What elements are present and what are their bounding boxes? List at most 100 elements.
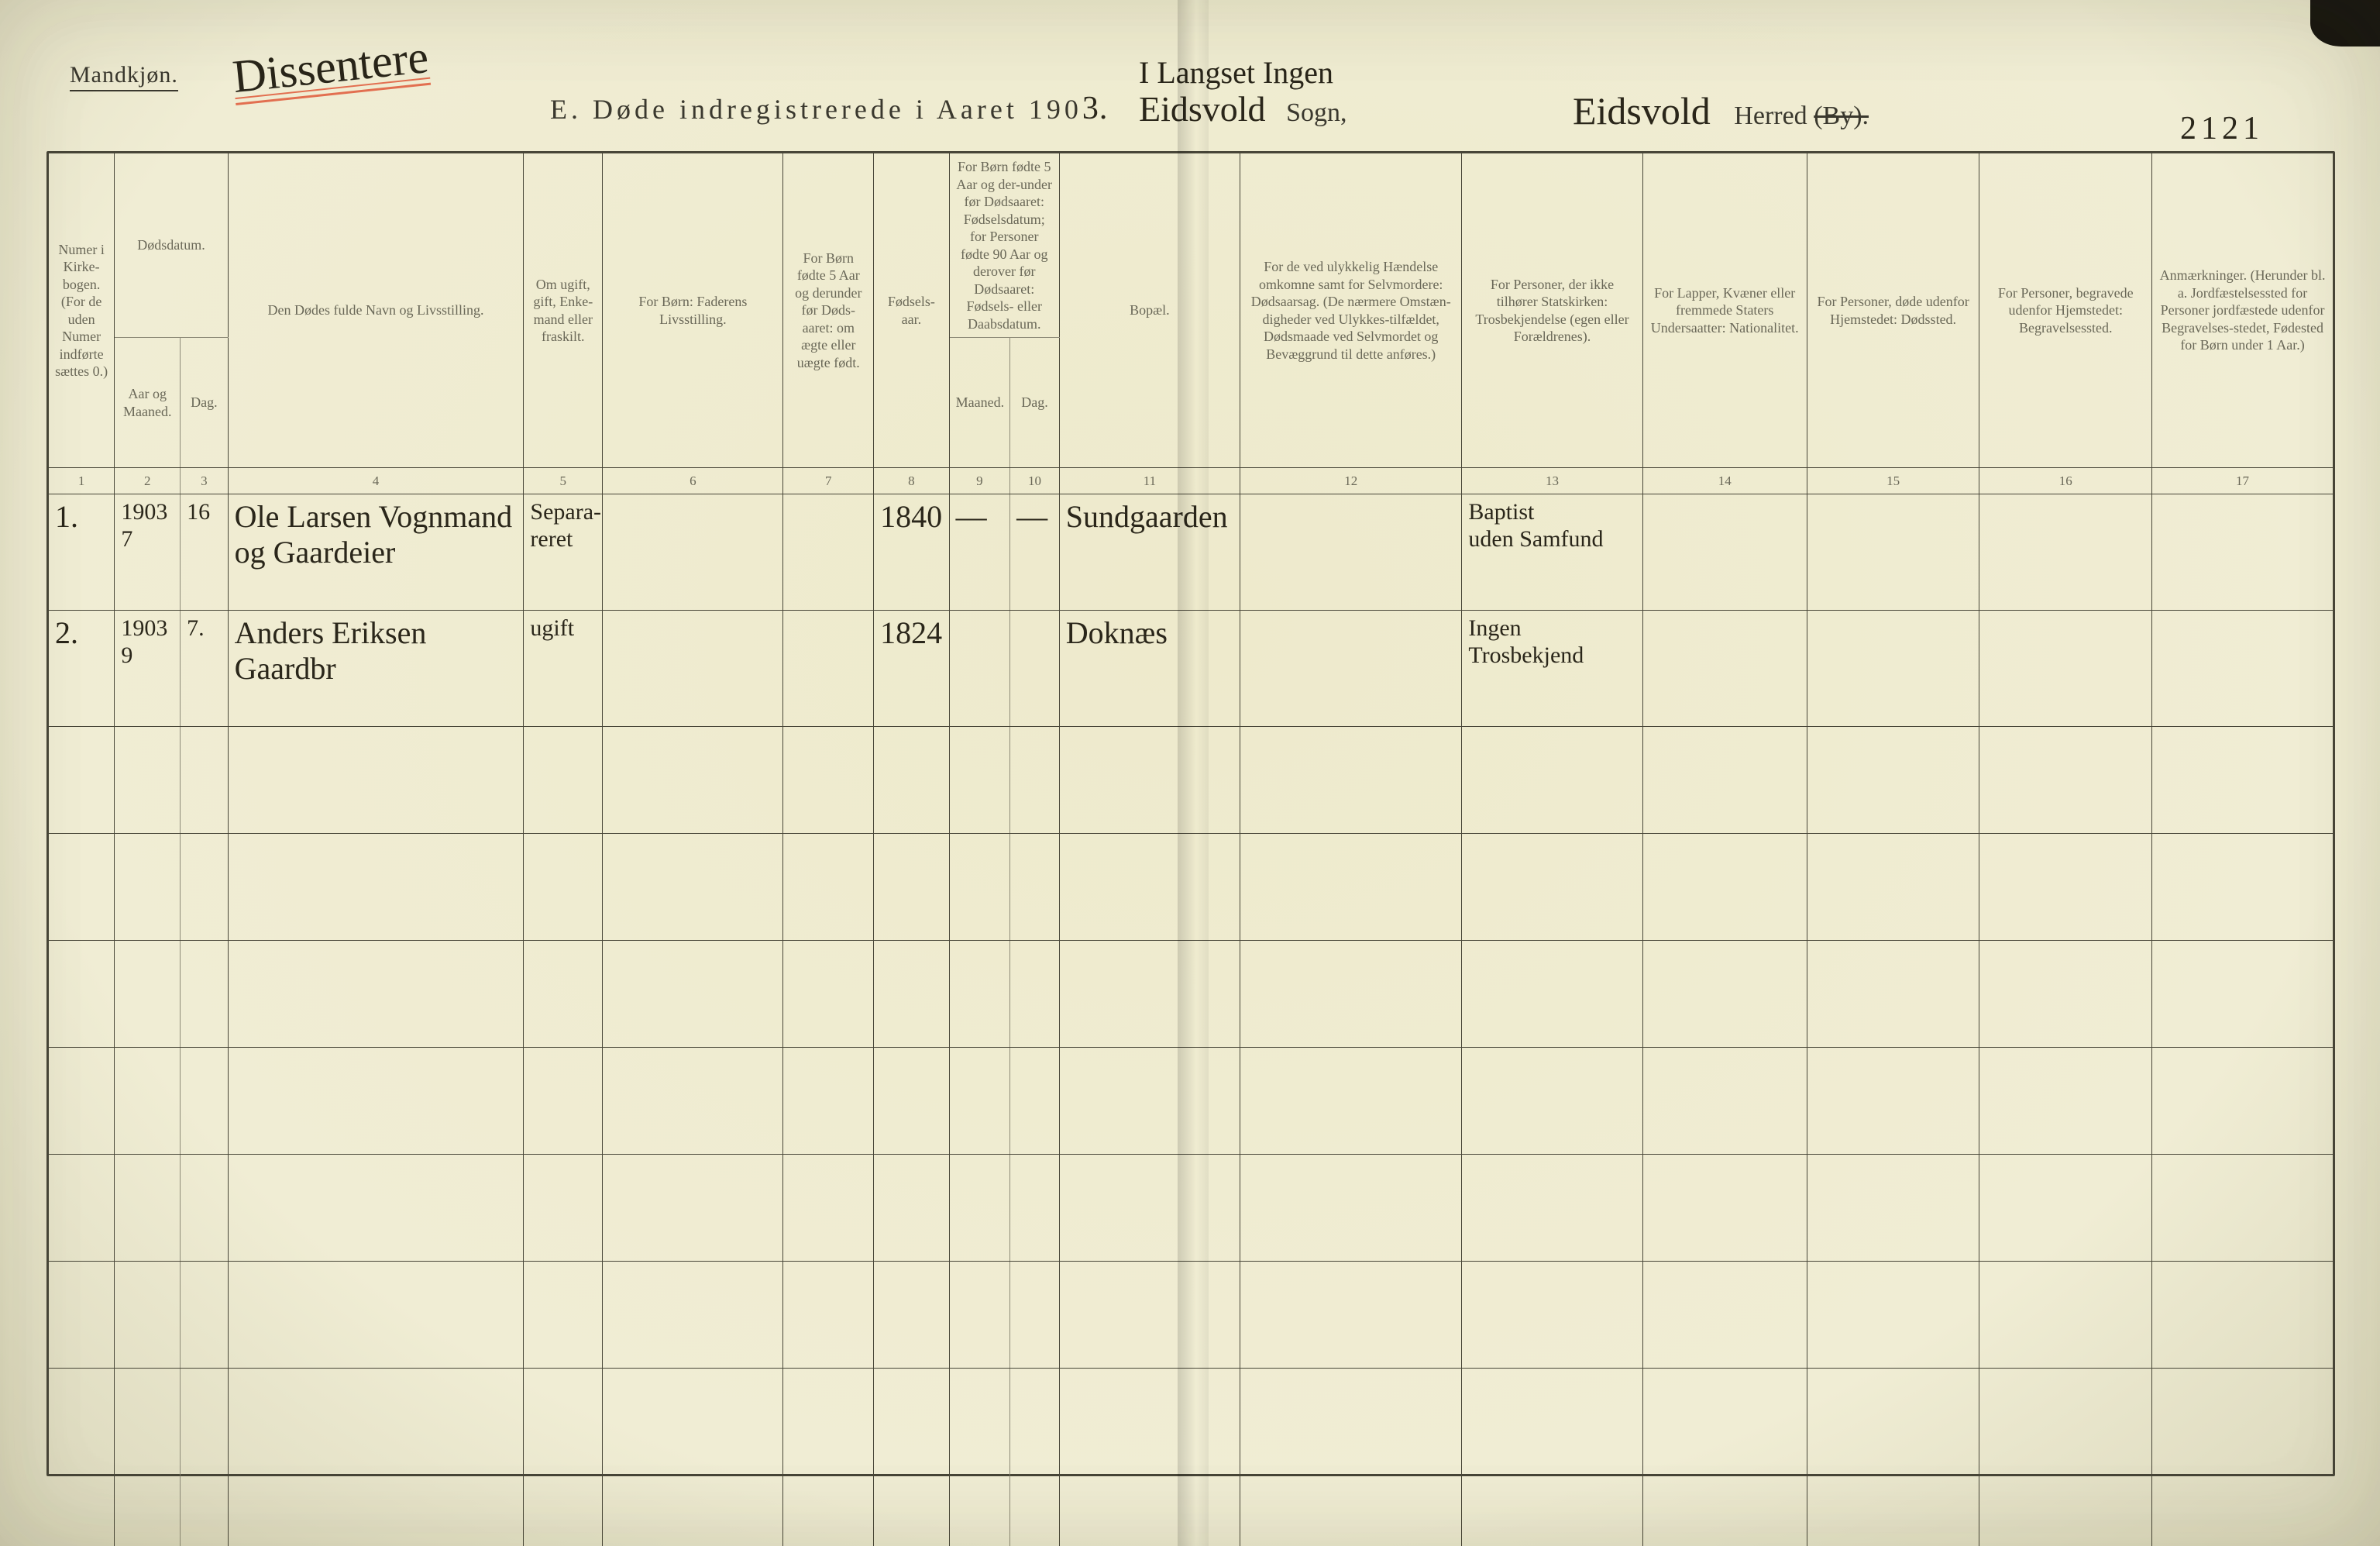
empty-cell: [1807, 1475, 1979, 1546]
empty-cell: [783, 834, 874, 941]
colnum-5: 5: [524, 468, 603, 494]
colnum-7: 7: [783, 468, 874, 494]
empty-cell: [2152, 1155, 2333, 1262]
empty-cell: [524, 1369, 603, 1475]
cell-num: 2.: [49, 611, 115, 727]
empty-cell: [1059, 1369, 1240, 1475]
by-struck: (By).: [1814, 102, 1869, 130]
colnum-4: 4: [228, 468, 524, 494]
cell-cause: [1240, 611, 1462, 727]
empty-cell: [524, 1262, 603, 1369]
empty-cell: [1807, 1048, 1979, 1155]
empty-cell: [1010, 1155, 1060, 1262]
cell-b_month: [949, 611, 1009, 727]
empty-cell: [1807, 1262, 1979, 1369]
empty-cell: [1059, 1262, 1240, 1369]
h-col14: For Lapper, Kvæner eller fremmede Stater…: [1642, 153, 1807, 468]
table-row: [49, 1369, 2333, 1475]
empty-cell: [1462, 1369, 1642, 1475]
empty-cell: [115, 1475, 181, 1546]
empty-cell: [1979, 941, 2152, 1048]
empty-cell: [228, 941, 524, 1048]
cell-legit: [783, 494, 874, 611]
h-col12: For de ved ulykkelig Hændelse omkomne sa…: [1240, 153, 1462, 468]
handwritten-value: 1903 9: [121, 615, 167, 668]
empty-cell: [1642, 1369, 1807, 1475]
ledger-frame: Numer i Kirke-bogen. (For de uden Numer …: [46, 151, 2335, 1476]
dissenter-annotation: Dissentere: [230, 30, 431, 104]
cell-faith: Baptist uden Samfund: [1462, 494, 1642, 611]
empty-cell: [115, 1155, 181, 1262]
empty-cell: [2152, 1475, 2333, 1546]
empty-cell: [603, 1369, 783, 1475]
empty-cell: [115, 1262, 181, 1369]
empty-cell: [181, 727, 229, 834]
cell-b_month: —: [949, 494, 1009, 611]
empty-cell: [1059, 1155, 1240, 1262]
empty-cell: [1010, 1475, 1060, 1546]
empty-cell: [1010, 941, 1060, 1048]
empty-cell: [228, 1369, 524, 1475]
cell-num: 1.: [49, 494, 115, 611]
colnum-12: 12: [1240, 468, 1462, 494]
empty-cell: [181, 1369, 229, 1475]
cell-b_day: —: [1010, 494, 1060, 611]
empty-cell: [1642, 727, 1807, 834]
empty-cell: [181, 834, 229, 941]
empty-cell: [874, 834, 950, 941]
cell-deathplace: [1807, 611, 1979, 727]
h-col910g: For Børn fødte 5 Aar og der-under før Dø…: [949, 153, 1059, 338]
empty-cell: [115, 834, 181, 941]
empty-cell: [181, 1475, 229, 1546]
empty-cell: [949, 1475, 1009, 1546]
colnum-9: 9: [949, 468, 1009, 494]
herred-block: Eidsvold Herred (By).: [1573, 88, 1869, 133]
cell-residence: Sundgaarden: [1059, 494, 1240, 611]
cell-name: Ole Larsen Vognmand og Gaardeier: [228, 494, 524, 611]
empty-cell: [949, 1155, 1009, 1262]
form-title: E. Døde indregistrerede i Aaret 1903.: [550, 90, 1108, 127]
handwritten-value: Separa-reret: [530, 499, 601, 552]
cell-deathplace: [1807, 494, 1979, 611]
table-row: 2.1903 97.Anders Eriksen Gaardbrugift182…: [49, 611, 2333, 727]
page-number-hand: 2121: [2180, 110, 2264, 147]
colnum-11: 11: [1059, 468, 1240, 494]
cell-day: 16: [181, 494, 229, 611]
empty-cell: [1642, 1262, 1807, 1369]
handwritten-value: 1840: [880, 499, 942, 534]
empty-cell: [1462, 941, 1642, 1048]
empty-cell: [783, 727, 874, 834]
cell-burialplace: [1979, 611, 2152, 727]
table-row: [49, 1048, 2333, 1155]
handwritten-value: Baptist uden Samfund: [1468, 499, 1603, 552]
empty-cell: [1979, 1369, 2152, 1475]
cell-remarks: [2152, 494, 2333, 611]
empty-cell: [1979, 1048, 2152, 1155]
empty-cell: [1010, 1369, 1060, 1475]
sogn-top-annotation: I Langset Ingen: [1139, 57, 1346, 88]
empty-cell: [874, 1475, 950, 1546]
empty-cell: [1807, 1369, 1979, 1475]
h-col6: For Børn: Faderens Livsstilling.: [603, 153, 783, 468]
cell-civil: ugift: [524, 611, 603, 727]
colnum-16: 16: [1979, 468, 2152, 494]
empty-cell: [228, 1048, 524, 1155]
empty-cell: [1462, 834, 1642, 941]
empty-cell: [874, 1048, 950, 1155]
empty-cell: [1010, 1262, 1060, 1369]
cell-name: Anders Eriksen Gaardbr: [228, 611, 524, 727]
table-row: [49, 1475, 2333, 1546]
h-col10: Dag.: [1010, 338, 1060, 468]
empty-cell: [1240, 1475, 1462, 1546]
handwritten-value: Ole Larsen Vognmand og Gaardeier: [235, 499, 512, 570]
cell-father: [603, 611, 783, 727]
empty-cell: [115, 1369, 181, 1475]
empty-cell: [1979, 1262, 2152, 1369]
empty-cell: [603, 834, 783, 941]
handwritten-value: —: [956, 499, 987, 534]
colnum-13: 13: [1462, 468, 1642, 494]
empty-cell: [2152, 941, 2333, 1048]
empty-cell: [2152, 834, 2333, 941]
colnum-2: 2: [115, 468, 181, 494]
h-col16: For Personer, begravede udenfor Hjemsted…: [1979, 153, 2152, 468]
